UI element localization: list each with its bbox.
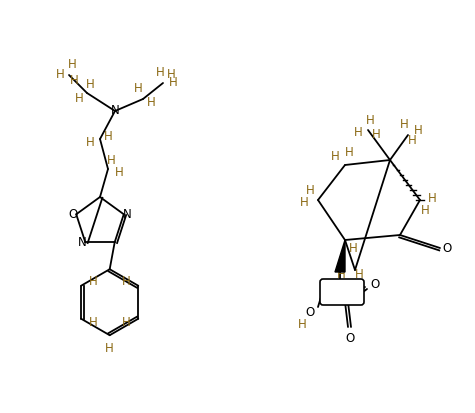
Text: H: H — [122, 316, 131, 329]
Text: N: N — [111, 104, 119, 118]
Text: H: H — [104, 130, 113, 142]
Text: H: H — [371, 128, 380, 142]
Text: H: H — [156, 66, 164, 79]
Text: H: H — [122, 275, 131, 288]
Text: O: O — [68, 208, 78, 221]
Text: H: H — [106, 154, 115, 166]
Text: N: N — [123, 208, 131, 221]
Text: H: H — [67, 59, 76, 71]
Text: H: H — [428, 192, 437, 204]
Text: H: H — [169, 76, 177, 90]
Text: H: H — [345, 147, 353, 159]
Text: H: H — [56, 69, 65, 81]
Text: H: H — [421, 204, 429, 216]
Text: H: H — [414, 124, 422, 138]
Text: H: H — [305, 183, 314, 197]
Text: H: H — [89, 316, 97, 329]
Text: H: H — [408, 135, 417, 147]
Text: N: N — [78, 236, 86, 249]
Text: H: H — [399, 119, 408, 131]
Text: H: H — [133, 83, 142, 95]
Text: H: H — [353, 126, 362, 138]
Text: O: O — [442, 242, 452, 254]
Text: H: H — [337, 268, 345, 282]
Text: H: H — [114, 166, 124, 180]
Text: H: H — [300, 197, 308, 209]
Text: H: H — [75, 92, 84, 104]
Text: H: H — [349, 242, 357, 254]
Text: H: H — [89, 275, 97, 288]
Polygon shape — [335, 240, 345, 272]
Text: H: H — [298, 318, 306, 330]
Text: H: H — [355, 268, 363, 282]
Text: H: H — [105, 342, 114, 355]
Text: H: H — [147, 95, 155, 109]
Text: O: O — [370, 278, 380, 292]
FancyBboxPatch shape — [320, 279, 364, 305]
Text: H: H — [167, 67, 175, 81]
Text: O: O — [345, 332, 355, 346]
Text: O: O — [305, 306, 314, 318]
Text: H: H — [70, 74, 78, 88]
Text: H: H — [86, 78, 95, 90]
Text: H: H — [366, 114, 374, 128]
Text: s: s — [347, 289, 353, 299]
Text: H: H — [86, 135, 95, 149]
Text: Ab: Ab — [334, 287, 350, 299]
Text: H: H — [331, 150, 339, 164]
